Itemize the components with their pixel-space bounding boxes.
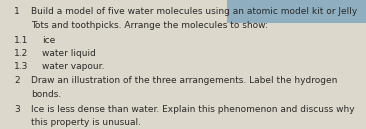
Text: Tots and toothpicks. Arrange the molecules to show:: Tots and toothpicks. Arrange the molecul…: [31, 21, 268, 30]
Text: 1.3: 1.3: [14, 62, 28, 71]
Text: 1.1: 1.1: [14, 36, 28, 45]
Text: this property is unusual.: this property is unusual.: [31, 118, 141, 127]
Text: Ice is less dense than water. Explain this phenomenon and discuss why: Ice is less dense than water. Explain th…: [31, 104, 355, 114]
Text: 3: 3: [14, 104, 20, 114]
Text: water liquid: water liquid: [42, 49, 96, 58]
Text: ice: ice: [42, 36, 55, 45]
Text: 1.2: 1.2: [14, 49, 28, 58]
Text: 2: 2: [14, 76, 19, 85]
Bar: [227, 0, 366, 23]
Text: Build a model of five water molecules using an atomic model kit or Jelly: Build a model of five water molecules us…: [31, 7, 357, 16]
Text: bonds.: bonds.: [31, 90, 61, 99]
Text: water vapour.: water vapour.: [42, 62, 104, 71]
Text: 1: 1: [14, 7, 20, 16]
Text: Draw an illustration of the three arrangements. Label the hydrogen: Draw an illustration of the three arrang…: [31, 76, 337, 85]
